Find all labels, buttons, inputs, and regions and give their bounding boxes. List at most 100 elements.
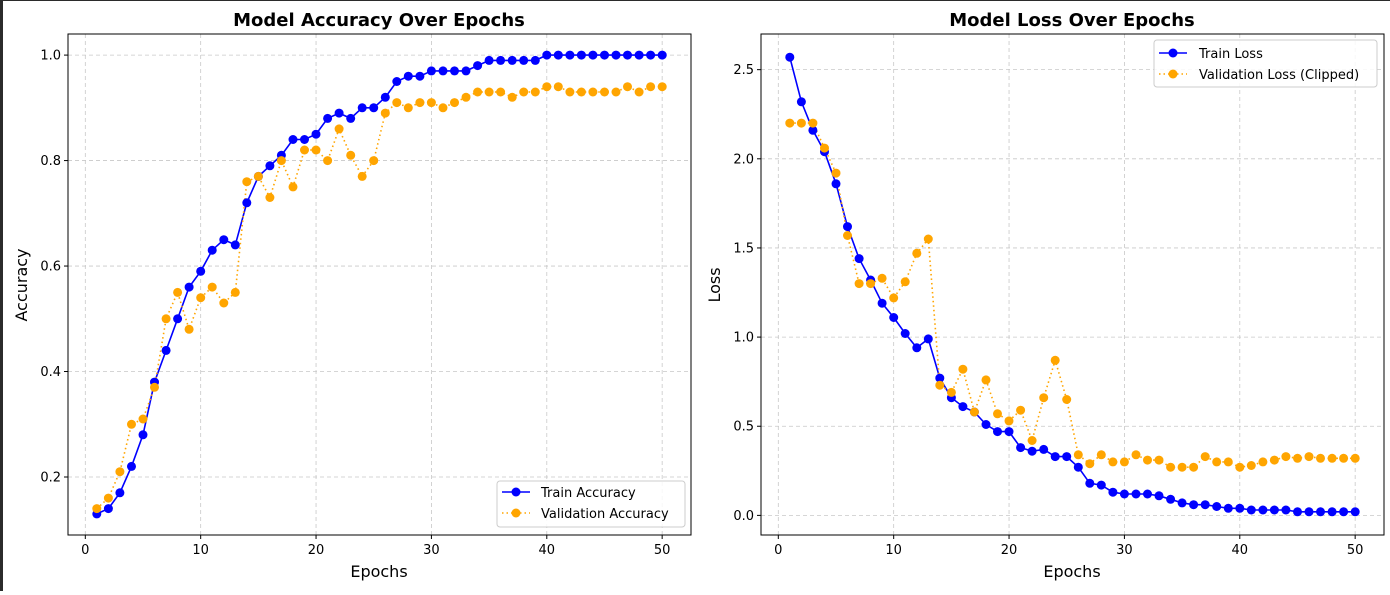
accuracy-series-1-point [553,82,563,92]
accuracy-series-1-point [196,293,206,303]
accuracy-series-1-point [576,87,586,97]
accuracy-chart: Model Accuracy Over Epochs Epochs Accura… [12,10,692,581]
accuracy-series-0-point [519,55,529,65]
loss-series-1-point [958,364,968,374]
loss-series-1-point [1016,405,1026,415]
loss-series-1-point [1119,457,1129,467]
loss-series-1-point [993,409,1002,419]
accuracy-y-axis-label: Accuracy [12,248,31,321]
loss-series-0-point [993,427,1002,437]
accuracy-series-0-point [634,50,644,60]
loss-series-0-point [1050,452,1060,462]
accuracy-series-1-point [623,82,632,92]
loss-series-1-point [1258,457,1268,467]
accuracy-series-0-point [127,461,136,471]
accuracy-series-1-point [92,504,102,514]
loss-y-tick-label: 1.0 [733,331,754,346]
loss-series-0-point [1131,489,1141,499]
accuracy-series-1-point [565,87,575,97]
loss-series-0-point [1096,480,1106,490]
loss-series-0-point [1212,502,1222,511]
loss-series-0-point [1246,505,1256,515]
loss-series-0-point [1143,489,1152,499]
accuracy-lines [96,54,663,515]
accuracy-series-0-point [623,50,632,60]
loss-legend: Train Loss Validation Loss (Clipped) [1153,39,1378,88]
accuracy-series-1-point [657,82,667,92]
loss-y-tick-label: 1.5 [733,241,754,256]
loss-series-1-point [785,118,795,128]
accuracy-series-0-point [323,113,333,123]
loss-series-0-point [1062,452,1072,462]
loss-series-1-point [1108,457,1118,467]
accuracy-series-1-point [646,82,656,92]
accuracy-series-0-point [103,504,113,514]
legend-validation-accuracy-label: Validation Accuracy [541,507,669,522]
loss-series-1-point [1304,452,1314,462]
accuracy-series-0-point [611,50,621,60]
accuracy-series-0-point [207,245,217,255]
loss-series-1-point [1085,459,1095,469]
accuracy-series-0-point [138,430,148,440]
loss-series-0-point [1304,507,1314,517]
loss-x-tick-label: 10 [885,543,902,558]
loss-series-1-point [1281,452,1291,462]
accuracy-series-1-point [438,103,448,113]
loss-series-0-point [900,329,910,338]
loss-y-tick-label: 0.0 [733,509,754,524]
loss-y-axis-label: Loss [705,267,724,302]
loss-x-tick-label: 40 [1232,543,1249,558]
accuracy-series-0-point [565,50,575,60]
loss-series-0-point [1281,505,1291,515]
loss-series-0-point [831,179,841,189]
accuracy-series-0-point [196,266,206,276]
accuracy-series-0-point [542,50,552,60]
loss-series-0-point [1073,462,1083,472]
accuracy-series-1-point [369,156,379,166]
accuracy-series-0-point [115,488,125,498]
accuracy-series-0-point [415,71,425,81]
loss-series-0-point [1154,491,1164,501]
accuracy-chart-title: Model Accuracy Over Epochs [233,10,525,31]
loss-x-tick-label: 30 [1116,543,1133,558]
loss-series-0-point [1004,427,1014,437]
loss-series-0-point [1316,507,1325,517]
loss-y-tick-label: 0.5 [733,420,754,435]
loss-series-1-point [877,273,887,283]
window-top-edge [0,0,1390,1]
loss-series-0-point [1027,446,1037,456]
loss-series-1-line [789,122,1356,469]
accuracy-series-0-point [496,55,506,65]
loss-series-0-point [877,298,887,308]
accuracy-series-0-point [657,50,667,60]
accuracy-x-tick-label: 50 [654,543,671,558]
accuracy-series-0-point [484,55,494,65]
loss-series-0-point [854,254,864,264]
accuracy-series-1-point [300,145,309,155]
accuracy-series-0-point [507,55,517,65]
accuracy-series-1-point [634,87,644,97]
loss-series-1-point [820,143,829,153]
loss-x-tick-label: 50 [1347,543,1364,558]
accuracy-series-1-point [496,87,506,97]
loss-series-0-point [843,222,852,232]
loss-series-1-point [981,375,991,385]
accuracy-series-0-point [426,66,436,76]
loss-series-1-point [831,168,841,178]
accuracy-series-1-point [138,414,148,424]
loss-series-1-point [1293,453,1302,463]
loss-series-1-point [854,279,864,289]
accuracy-series-1-point [611,87,621,97]
accuracy-series-0-point [646,50,656,60]
loss-series-0-point [1327,507,1337,517]
loss-series-1-point [1350,453,1360,463]
legend-validation-loss-marker [1168,69,1178,79]
accuracy-series-1-point [530,87,540,97]
accuracy-series-0-point [265,161,275,171]
loss-series-1-point [1096,450,1106,460]
loss-series-1-point [923,234,933,244]
accuracy-series-1-point [484,87,494,97]
accuracy-x-tick-label: 10 [192,543,209,558]
accuracy-series-1-line [96,85,663,510]
